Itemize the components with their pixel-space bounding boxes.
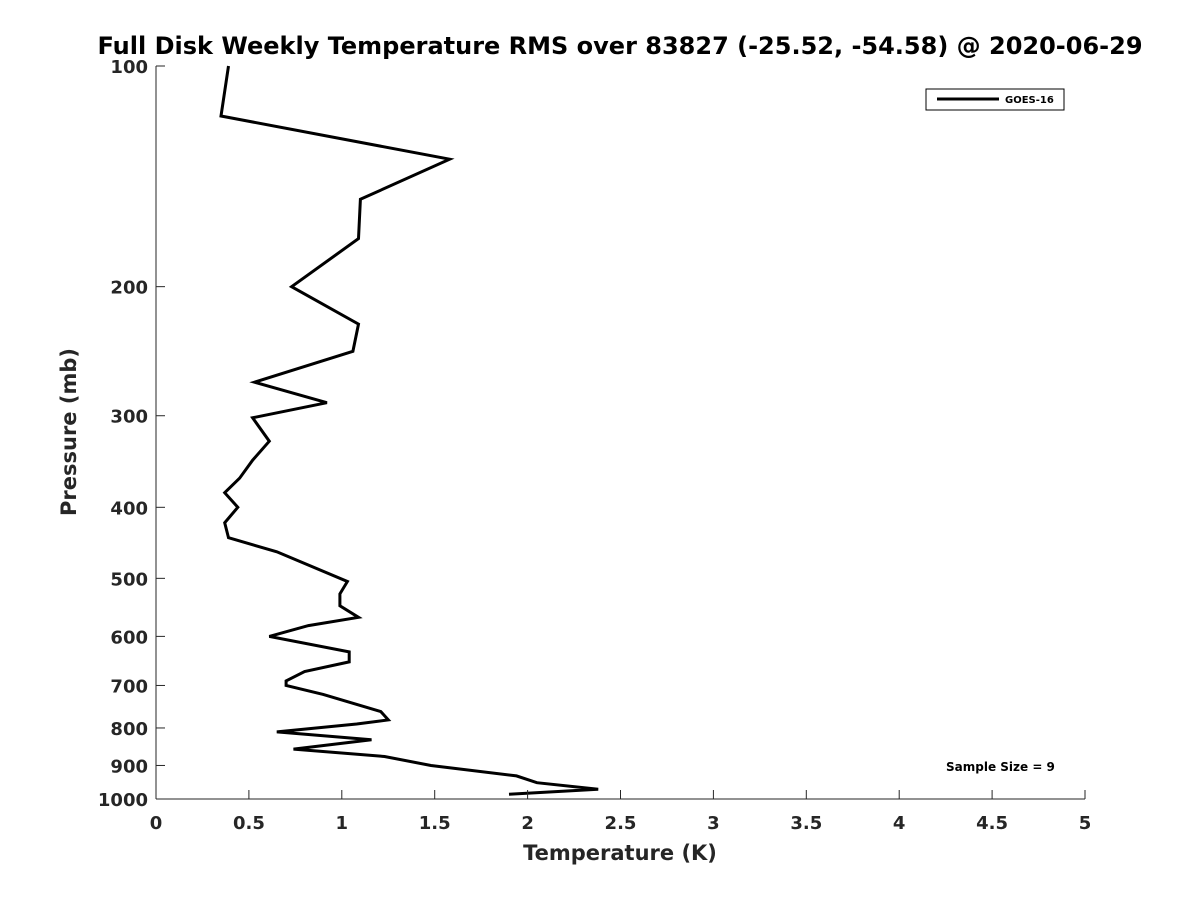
legend-label-goes-16: GOES-16: [1005, 95, 1054, 106]
x-tick-label: 1.5: [419, 813, 451, 834]
y-tick-label: 600: [110, 627, 148, 648]
x-tick-label: 2: [521, 813, 534, 834]
y-tick-label: 900: [110, 756, 148, 777]
x-tick-label: 3: [707, 813, 720, 834]
x-tick-label: 4: [893, 813, 906, 834]
legend: GOES-16: [925, 88, 1065, 111]
x-tick-label: 0: [150, 813, 163, 834]
y-tick-label: 500: [110, 569, 148, 590]
x-tick-label: 0.5: [233, 813, 265, 834]
chart-title: Full Disk Weekly Temperature RMS over 83…: [97, 32, 1142, 60]
plot-area: [156, 66, 1085, 799]
x-tick-label: 1: [336, 813, 349, 834]
series-line-goes-16: [219, 65, 599, 796]
y-tick-label: 200: [110, 278, 148, 299]
axes: 0 0.5 1 1.5 2 2.5 3 3.5 4 4.5 5 100 200 300 400 500 600 7…: [98, 57, 1091, 834]
x-axis-label: Temperature (K): [523, 841, 717, 865]
y-tick-label: 400: [110, 498, 148, 519]
x-tick-label: 4.5: [976, 813, 1008, 834]
y-tick-label: 1000: [98, 790, 148, 811]
y-axis-label: Pressure (mb): [57, 348, 81, 516]
x-tick-label: 3.5: [790, 813, 822, 834]
y-tick-label: 700: [110, 676, 148, 697]
sample-size-annotation: Sample Size = 9: [946, 760, 1055, 774]
y-tick-label: 300: [110, 407, 148, 428]
x-tick-label: 5: [1079, 813, 1092, 834]
series-layer: [219, 65, 599, 796]
y-tick-label: 100: [110, 57, 148, 78]
x-tick-label: 2.5: [605, 813, 637, 834]
y-tick-label: 800: [110, 719, 148, 740]
